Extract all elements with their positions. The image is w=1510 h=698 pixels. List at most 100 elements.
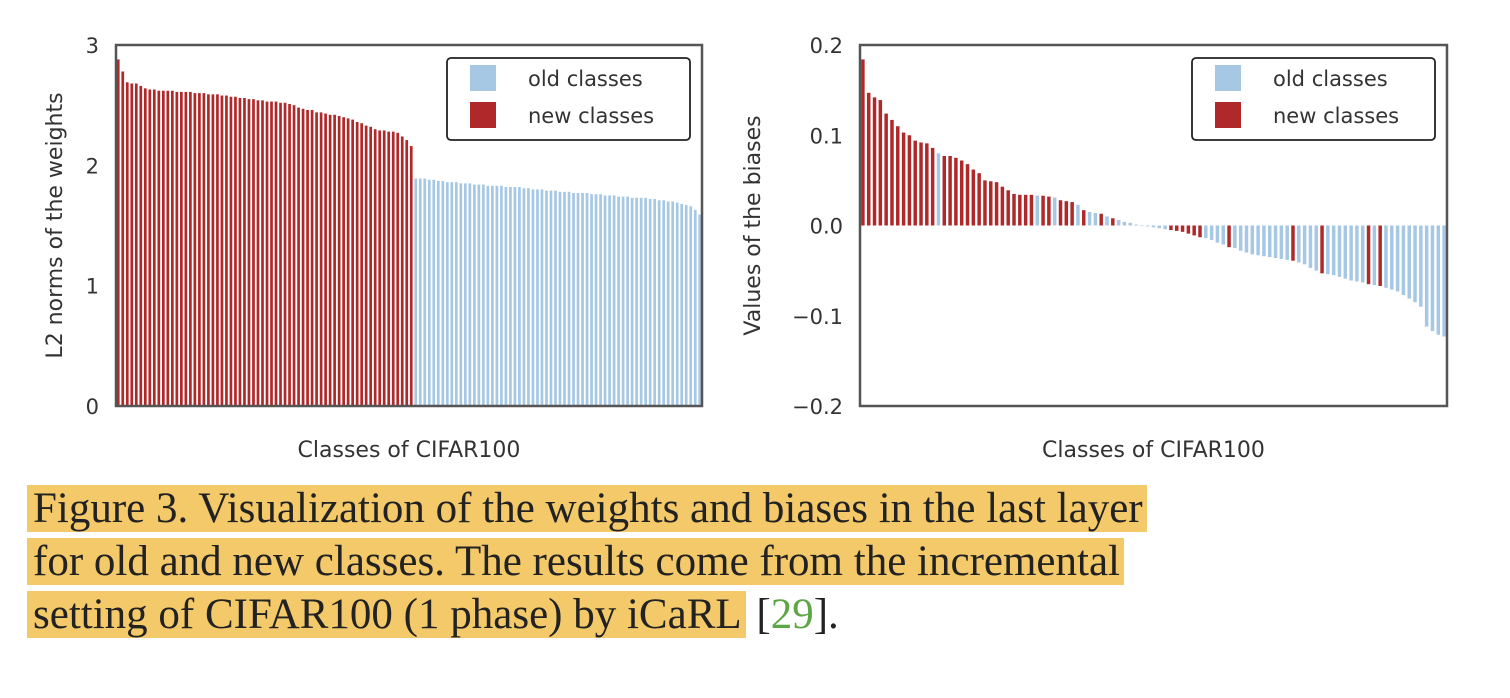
bar <box>536 189 539 406</box>
bar <box>959 160 964 226</box>
bar <box>157 90 161 406</box>
figure-charts: 0 1 2 3 Classes of CIFAR100 L2 norms of the w… <box>43 34 1449 463</box>
bar <box>563 191 566 406</box>
bar <box>635 197 638 406</box>
bar <box>1302 225 1307 265</box>
bar <box>653 199 657 406</box>
bar <box>1349 225 1353 281</box>
bar <box>1000 186 1005 226</box>
bar <box>1163 225 1167 230</box>
bar <box>971 169 976 226</box>
bar <box>482 184 485 406</box>
bar <box>621 196 625 406</box>
bar <box>617 196 620 406</box>
bar <box>351 119 354 407</box>
legend-swatch-old <box>1215 65 1241 91</box>
bar <box>486 185 490 406</box>
bar <box>265 101 269 406</box>
bar <box>342 117 345 406</box>
bar <box>878 100 883 226</box>
legend-swatch-new <box>470 102 496 128</box>
bar <box>491 185 494 406</box>
bar <box>925 143 929 226</box>
bar <box>948 156 952 226</box>
bar <box>1116 220 1121 226</box>
bar <box>328 114 332 406</box>
caption-line-3: setting of CIFAR100 (1 phase) by iCaRL [… <box>27 588 1497 641</box>
bar <box>581 193 584 406</box>
bar <box>1430 225 1435 332</box>
bar <box>220 95 224 406</box>
bar <box>247 99 251 407</box>
citation-link[interactable]: 29 <box>770 591 814 638</box>
bar <box>585 193 589 406</box>
bar <box>1058 200 1063 226</box>
bar <box>1052 197 1057 226</box>
bar <box>189 91 192 407</box>
bar <box>1390 225 1394 290</box>
caption-line-2: for old and new classes. The results com… <box>27 535 1497 588</box>
bar <box>1157 225 1162 229</box>
bar <box>297 107 300 406</box>
bar <box>1023 194 1028 226</box>
citation-close: ]. <box>813 591 839 638</box>
bar <box>459 183 463 406</box>
bar <box>473 184 476 406</box>
bar <box>1204 225 1208 239</box>
plot-frame <box>858 43 1449 408</box>
bar <box>1145 225 1150 227</box>
bar <box>913 140 917 226</box>
bar <box>143 88 147 406</box>
bar <box>630 197 634 406</box>
bar <box>270 101 273 406</box>
bar <box>1401 225 1406 295</box>
bar <box>504 186 508 406</box>
bar <box>387 131 391 406</box>
bar <box>1273 225 1278 258</box>
bar <box>1267 225 1272 258</box>
bar <box>648 199 652 406</box>
bar <box>603 195 607 406</box>
bar <box>680 203 684 406</box>
bar <box>684 205 688 406</box>
legend: old classes new classes <box>446 57 691 141</box>
y-tick-label: −0.2 <box>792 395 843 419</box>
bar <box>423 178 427 406</box>
bar <box>1314 225 1318 271</box>
bar <box>134 83 138 406</box>
caption-line-3-text: setting of CIFAR100 (1 phase) by iCaRL <box>27 591 746 638</box>
bar <box>1169 225 1173 231</box>
bar <box>234 96 237 407</box>
bar <box>545 190 548 406</box>
bar <box>1238 225 1243 251</box>
bar <box>1087 211 1092 226</box>
bar <box>666 201 670 406</box>
bar <box>238 97 242 406</box>
bar <box>175 91 179 407</box>
legend-swatch-old <box>470 65 496 91</box>
y-axis-label: L2 norms of the weights <box>43 92 68 358</box>
bar <box>1326 225 1330 275</box>
bar <box>243 97 246 406</box>
bar <box>450 182 454 406</box>
bar <box>418 178 422 406</box>
bar <box>288 103 291 407</box>
bar <box>518 186 521 406</box>
bar <box>884 113 888 226</box>
bar <box>1012 193 1016 226</box>
bar <box>306 109 309 406</box>
bar <box>207 94 210 406</box>
bar <box>1233 225 1237 249</box>
bar <box>1384 225 1388 288</box>
bar <box>1256 225 1260 256</box>
bar <box>436 180 440 406</box>
bar <box>148 89 152 407</box>
bar <box>396 132 400 406</box>
bar <box>540 189 544 406</box>
bar <box>901 132 906 226</box>
bar <box>1209 225 1214 240</box>
bar <box>441 180 445 406</box>
bar <box>994 182 999 226</box>
bar <box>1395 225 1400 292</box>
bar <box>675 202 679 406</box>
